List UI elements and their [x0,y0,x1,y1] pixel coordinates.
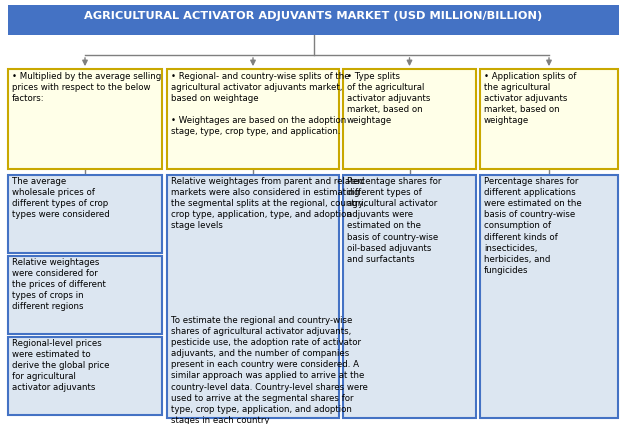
Bar [343,175,476,418]
Bar [167,175,339,418]
Text: Regional-level prices
were estimated to
derive the global price
for agricultural: Regional-level prices were estimated to … [12,339,110,392]
Text: To estimate the regional and country-wise
shares of agricultural activator adjuv: To estimate the regional and country-wis… [171,316,368,424]
Bar [8,5,619,35]
Text: AGRICULTURAL ACTIVATOR ADJUVANTS MARKET (USD MILLION/BILLION): AGRICULTURAL ACTIVATOR ADJUVANTS MARKET … [85,11,542,21]
Bar [8,337,162,415]
Text: • Application splits of
the agricultural
activator adjuvants
market, based on
we: • Application splits of the agricultural… [484,72,576,126]
Text: Relative weightages
were considered for
the prices of different
types of crops i: Relative weightages were considered for … [12,258,106,311]
Bar [8,175,162,253]
Text: Percentage shares for
different types of
agricultural activator
adjuvants were
e: Percentage shares for different types of… [347,177,441,264]
Bar [343,69,476,169]
Text: • Regional- and country-wise splits of the
agricultural activator adjuvants mark: • Regional- and country-wise splits of t… [171,72,350,137]
Bar [167,69,339,169]
Bar [8,256,162,334]
Text: Percentage shares for
different applications
were estimated on the
basis of coun: Percentage shares for different applicat… [484,177,582,275]
Bar [480,69,618,169]
Text: The average
wholesale prices of
different types of crop
types were considered: The average wholesale prices of differen… [12,177,110,219]
Text: Relative weightages from parent and related
markets were also considered in esti: Relative weightages from parent and rela… [171,177,366,230]
Text: • Type splits
of the agricultural
activator adjuvants
market, based on
weightage: • Type splits of the agricultural activa… [347,72,430,126]
Bar [480,175,618,418]
Bar [8,69,162,169]
Text: • Multiplied by the average selling
prices with respect to the below
factors:: • Multiplied by the average selling pric… [12,72,161,103]
